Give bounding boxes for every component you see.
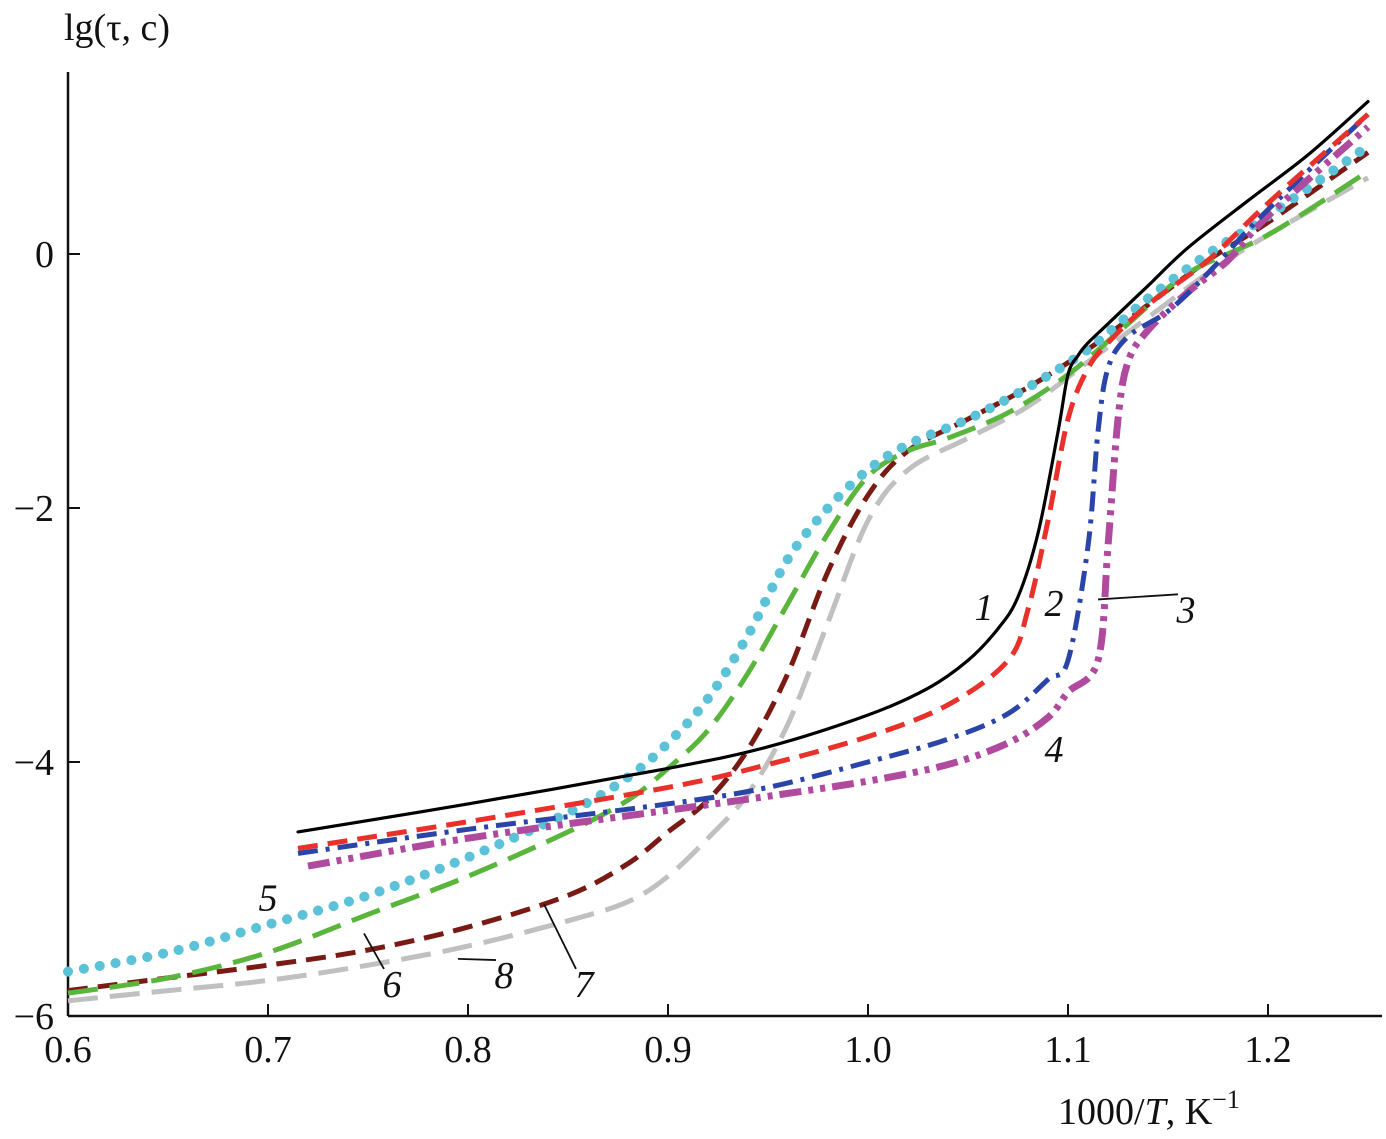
x-tick-label: 0.8 [444,1029,492,1071]
label-8-leader [457,957,497,961]
curve-label-8: 8 [495,955,514,997]
series-5-line [63,141,1373,977]
label-7-leader [543,903,577,970]
y-tick-label: −2 [14,488,54,530]
x-axis-label-variable: T [1145,1091,1169,1133]
series-2-line [297,112,1370,851]
curve-label-1: 1 [975,587,994,629]
x-axis-label: 1000/T, K−1 [1058,1085,1240,1133]
x-axis-label-prefix: 1000/ [1058,1091,1145,1133]
curve-label-2: 2 [1045,583,1064,625]
series-8-line [67,175,1370,1004]
series-layer [63,100,1373,1004]
x-tick-label: 1.2 [1244,1029,1292,1071]
x-tick-label: 1.0 [844,1029,892,1071]
curve-label-4: 4 [1045,729,1064,771]
series-1-line [296,100,1370,834]
series-6-line [67,169,1370,996]
y-axis-label: lg(τ, c) [64,7,170,49]
label-6-leader [363,933,385,970]
x-tick-label: 0.9 [644,1029,692,1071]
y-tick-label: −4 [14,742,54,784]
series-3-line [297,112,1370,856]
x-tick-label: 1.1 [1044,1029,1092,1071]
ticks: 0.6 0.7 0.8 0.9 1.0 1.1 1.2 −6 −4 −2 0 [14,234,1292,1071]
curve-label-5: 5 [259,878,278,920]
curve-label-6: 6 [383,964,402,1006]
y-tick-label: 0 [35,234,54,276]
axes [66,72,1382,1018]
x-axis-label-exponent: −1 [1212,1085,1240,1114]
curve-label-3: 3 [1176,589,1196,631]
x-tick-label: 0.7 [244,1029,292,1071]
y-tick-label: −6 [14,996,54,1038]
label-3-leader [1097,593,1179,601]
x-tick-label: 0.6 [44,1029,92,1071]
x-axis-label-unit: , K [1166,1091,1213,1133]
curve-label-7: 7 [575,964,596,1006]
curve-labels: 1 2 3 4 5 6 7 8 [259,583,1196,1006]
